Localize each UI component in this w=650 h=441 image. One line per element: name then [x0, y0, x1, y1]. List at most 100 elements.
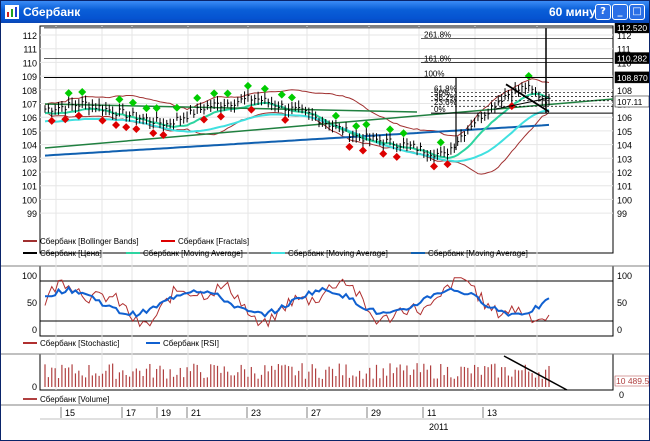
fibonacci-level-label: 261.8% [424, 30, 451, 39]
price-axis-right-tick: 99 [617, 209, 627, 219]
fractal-down-marker [74, 111, 83, 120]
time-axis-day-label: 21 [191, 408, 201, 418]
legend-label[interactable]: Сбербанк [Moving Average] [143, 249, 243, 258]
fractal-down-marker [358, 146, 367, 155]
oscillator-axis-right-tick: 0 [617, 325, 622, 335]
fractal-up-marker [436, 138, 445, 147]
price-axis-left-tick: 104 [22, 141, 37, 151]
time-axis-day-label: 19 [161, 408, 171, 418]
time-axis: 15 17 19 21 23 27 29 11 13 2011 [40, 407, 649, 432]
price-flag [614, 52, 649, 64]
title-bar[interactable]: Сбербанк 60 минут ? _ □ [1, 1, 649, 23]
price-axis-right-tick: 112 [617, 31, 631, 41]
price-axis-left-tick: 110 [23, 58, 37, 68]
fractal-up-marker [210, 89, 219, 98]
price-axis-left-tick: 106 [22, 113, 37, 123]
price-axis-left-tick: 112 [23, 31, 37, 41]
chart-area[interactable]: 1121121111111101101091091081081071071061… [1, 23, 649, 441]
fractal-up-marker [152, 104, 161, 113]
fractal-up-marker [128, 98, 137, 107]
legend-label[interactable]: Сбербанк [Moving Average] [288, 249, 388, 258]
legend-label[interactable]: Сбербанк [RSI] [163, 339, 219, 348]
price-flag [614, 71, 649, 84]
time-axis-day-label: 27 [311, 408, 321, 418]
price-flag-label: 110.282 [617, 54, 647, 64]
fractal-up-marker [331, 111, 340, 120]
price-panel-frame [39, 25, 614, 254]
price-axis-left-tick: 107 [22, 100, 37, 110]
oscillator-axis-left-tick: 100 [22, 271, 37, 281]
price-axis-right-tick: 105 [617, 127, 632, 137]
fractal-up-marker [172, 103, 181, 112]
fractal-down-marker [98, 116, 107, 125]
fractal-down-marker [392, 152, 401, 161]
price-axis-right-tick: 104 [617, 141, 632, 151]
fractal-down-marker [379, 149, 388, 158]
fibonacci-level-label: 50% [434, 89, 450, 98]
fractal-up-marker [223, 89, 232, 98]
price-bars [44, 80, 551, 163]
fractal-up-marker [362, 120, 371, 129]
volume-bars [44, 363, 550, 387]
price-flag-label: 112.520 [617, 23, 647, 33]
window-title: Сбербанк [23, 5, 81, 19]
fibonacci-level-label: 100% [424, 69, 444, 78]
fractal-down-marker [247, 105, 256, 114]
fractal-down-marker [429, 162, 438, 171]
fractal-down-marker [122, 123, 131, 132]
fibonacci-tool[interactable]: 261.8%161.8%100%61.8%50%38.2%23.6%0% [44, 27, 613, 151]
fractal-up-marker [260, 84, 269, 93]
volume-axis-left-tick: 0 [32, 382, 37, 392]
fractal-up-marker [386, 125, 395, 134]
legend-label[interactable]: Сбербанк [Volume] [40, 395, 109, 404]
moving-average-slow-line [44, 123, 550, 157]
timeframe-label: 60 минут [549, 5, 602, 19]
price-axis-left-tick: 103 [22, 154, 37, 164]
time-axis-day-label: 23 [251, 408, 261, 418]
fractal-down-marker [112, 121, 121, 130]
rsi-line [45, 285, 550, 318]
price-axis-right-tick: 106 [617, 113, 632, 123]
fractal-down-marker [281, 115, 290, 124]
fibonacci-level-label: 0% [434, 105, 446, 114]
time-axis-day-label: 29 [371, 408, 381, 418]
price-axis-left-tick: 111 [23, 45, 37, 55]
time-axis-year-label: 2011 [429, 422, 448, 432]
price-axis-left-tick: 102 [22, 168, 37, 178]
price-axis-left-tick: 108 [22, 86, 37, 96]
fractal-up-marker [115, 95, 124, 104]
fractal-up-marker [399, 129, 408, 138]
oscillator-axis-left-tick: 50 [27, 298, 37, 308]
chart-app-icon [5, 5, 19, 19]
minimize-button[interactable]: _ [612, 4, 628, 20]
legend-label[interactable]: Сбербанк [Bollinger Bands] [40, 237, 139, 246]
price-axis-right-tick: 100 [617, 195, 632, 205]
maximize-button[interactable]: □ [629, 4, 645, 20]
price-flag-label: 107.11 [617, 97, 643, 107]
fractal-down-marker [443, 160, 452, 169]
fractal-down-marker [216, 112, 225, 121]
oscillator-axis-right-tick: 100 [617, 271, 632, 281]
legend-label[interactable]: Сбербанк [Цена] [40, 249, 102, 258]
fibonacci-level-label: 61.8% [434, 85, 457, 94]
legend-label[interactable]: Сбербанк [Moving Average] [428, 249, 528, 258]
price-axis-left-tick: 99 [27, 209, 37, 219]
help-button[interactable]: ? [595, 4, 611, 20]
oscillator-axis-right-tick: 50 [617, 298, 627, 308]
legend-label[interactable]: Сбербанк [Fractals] [178, 237, 249, 246]
fractal-up-marker [243, 81, 252, 90]
price-axis-left-tick: 109 [22, 72, 37, 82]
fibonacci-level-label: 23.6% [434, 98, 457, 107]
volume-flag-label: 10 489.5 [616, 376, 649, 386]
price-axis-right-tick: 108 [617, 86, 632, 96]
fractal-up-marker [78, 88, 87, 97]
price-flag-label: 108.870 [617, 73, 648, 83]
fractal-down-marker [159, 131, 168, 140]
price-axis-left-tick: 105 [22, 127, 37, 137]
fractal-down-marker [199, 115, 208, 124]
legend-label[interactable]: Сбербанк [Stochastic] [40, 339, 120, 348]
moving-average-mid-line [44, 108, 550, 163]
time-axis-day-label: 13 [487, 408, 497, 418]
price-flag [614, 23, 649, 34]
price-flag [614, 95, 649, 108]
